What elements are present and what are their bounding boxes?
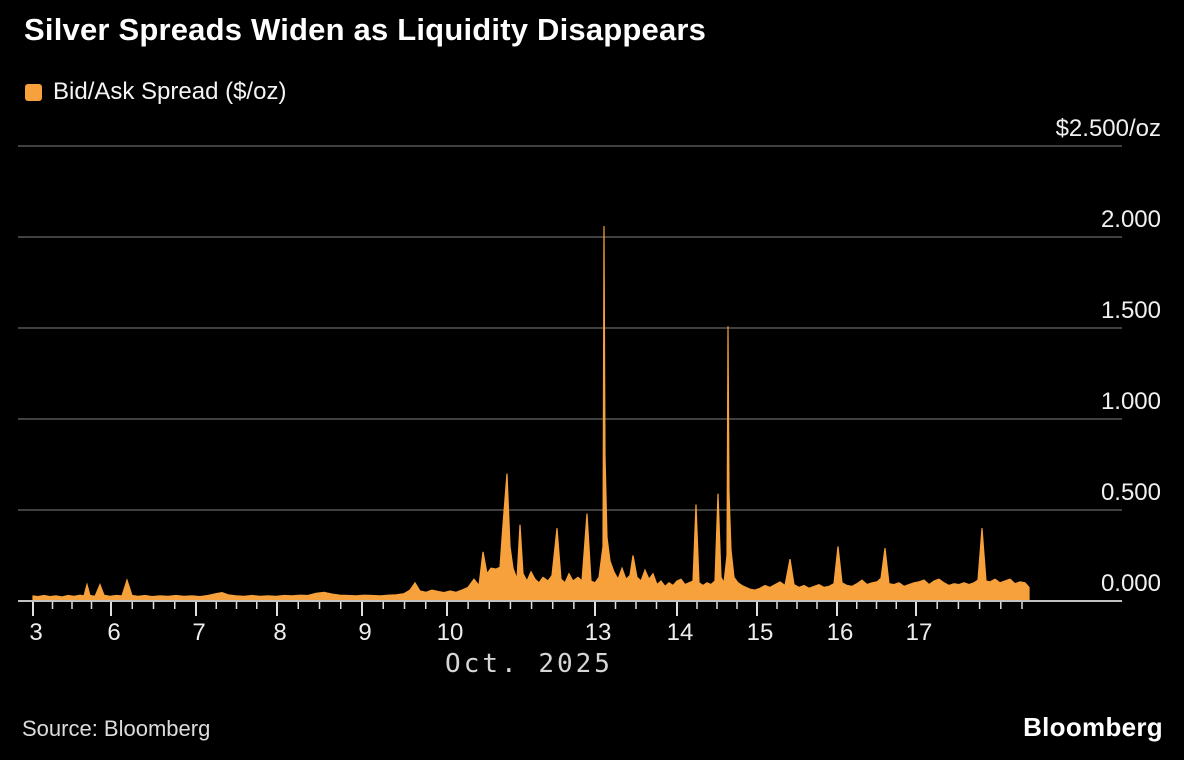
x-tick-label: 7 xyxy=(192,619,205,646)
y-tick-label: $2.500/oz xyxy=(1056,115,1161,142)
x-tick-label: 16 xyxy=(827,619,854,646)
x-tick-label: 14 xyxy=(667,619,694,646)
x-tick-label: 13 xyxy=(585,619,612,646)
bloomberg-logo: Bloomberg xyxy=(1023,712,1163,742)
source-note: Source: Bloomberg xyxy=(22,716,211,741)
x-tick-label: 3 xyxy=(29,619,42,646)
legend-series-label: Bid/Ask Spread ($/oz) xyxy=(53,78,287,105)
x-tick-label: 10 xyxy=(437,619,464,646)
chart-title: Silver Spreads Widen as Liquidity Disapp… xyxy=(24,12,707,47)
x-tick-label: 8 xyxy=(273,619,286,646)
y-tick-label: 0.000 xyxy=(1101,570,1161,597)
y-tick-label: 1.500 xyxy=(1101,297,1161,324)
legend: Bid/Ask Spread ($/oz) xyxy=(25,78,286,106)
x-tick-label: 9 xyxy=(358,619,371,646)
y-tick-label: 1.000 xyxy=(1101,388,1161,415)
x-tick-label: 17 xyxy=(906,619,933,646)
spread-area-chart: $2.500/oz 2.000 1.500 1.000 0.500 0.000 3 6 7 8 9 1… xyxy=(18,115,1161,679)
y-tick-label: 0.500 xyxy=(1101,479,1161,506)
x-tick-label: 6 xyxy=(107,619,120,646)
legend-swatch-icon xyxy=(25,83,42,101)
x-axis-caption: Oct. 2025 xyxy=(445,649,613,679)
y-tick-label: 2.000 xyxy=(1101,206,1161,233)
x-tick-label: 15 xyxy=(747,619,774,646)
area-series xyxy=(32,226,1030,602)
